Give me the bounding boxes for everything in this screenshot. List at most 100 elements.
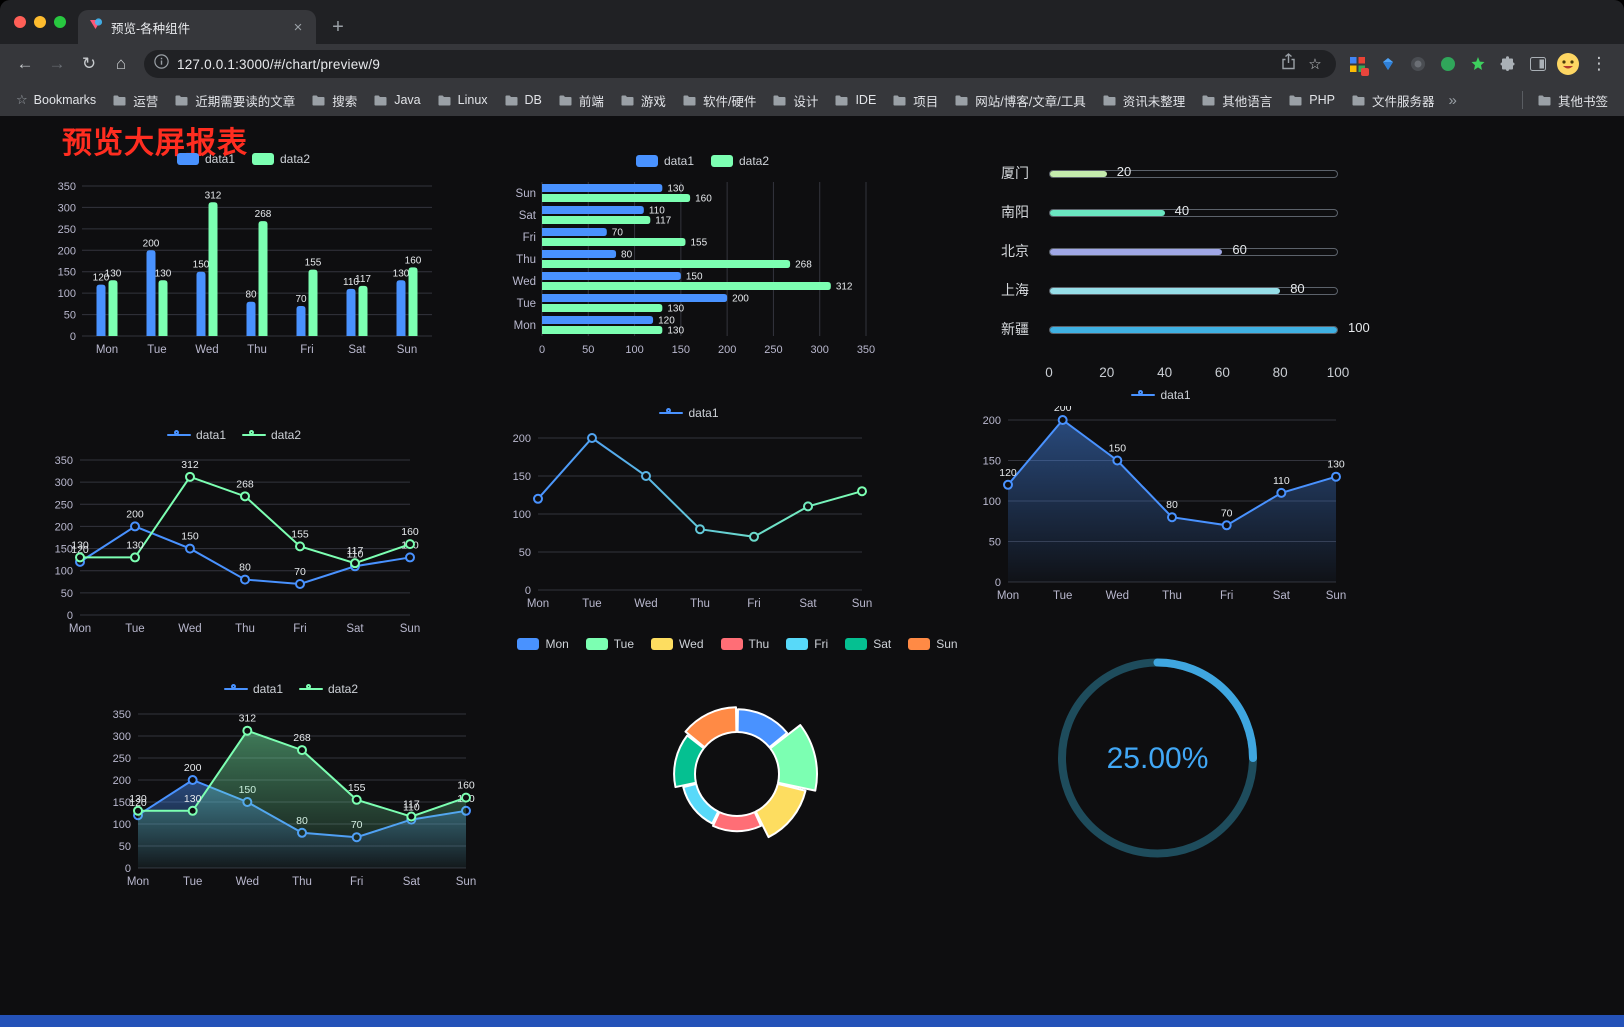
bookmark-item[interactable]: 资讯未整理	[1094, 88, 1194, 113]
progress-track	[1049, 170, 1338, 178]
close-window-button[interactable]	[14, 16, 26, 28]
svg-text:Wed: Wed	[513, 276, 536, 288]
extension-green-star-icon[interactable]	[1464, 51, 1491, 78]
legend-item[interactable]: Fri	[785, 637, 828, 651]
extension-green-circle-icon[interactable]	[1434, 51, 1461, 78]
bookmark-label: 网站/博客/文章/工具	[975, 94, 1086, 109]
bookmark-item[interactable]: 近期需要读的文章	[166, 88, 303, 113]
extensions-puzzle-icon[interactable]	[1494, 51, 1521, 78]
tab-close-icon[interactable]: ×	[293, 18, 303, 36]
side-panel-icon[interactable]	[1524, 51, 1551, 78]
svg-text:100: 100	[58, 288, 76, 300]
svg-text:350: 350	[857, 344, 875, 356]
reload-button[interactable]: ↻	[81, 54, 97, 73]
svg-text:200: 200	[718, 344, 736, 356]
svg-text:155: 155	[348, 782, 366, 794]
legend-item[interactable]: data1	[1131, 388, 1191, 402]
svg-text:Sun: Sun	[400, 623, 420, 635]
bookmark-item[interactable]: 网站/博客/文章/工具	[946, 88, 1093, 113]
svg-text:Fri: Fri	[350, 876, 363, 888]
home-button[interactable]: ⌂	[115, 54, 127, 73]
progress-track	[1049, 287, 1338, 295]
folder-icon	[773, 95, 786, 105]
bookmark-item[interactable]: 软件/硬件	[674, 88, 764, 113]
legend-item[interactable]: Thu	[720, 637, 769, 651]
legend-item[interactable]: Tue	[585, 637, 634, 651]
forward-button[interactable]: →	[48, 54, 66, 73]
progress-label: 厦门	[1001, 165, 1029, 181]
bookmarks-overflow-chevron[interactable]: »	[1448, 91, 1457, 109]
progress-label: 新疆	[1001, 321, 1029, 337]
extension-screenshot-icon[interactable]	[1344, 51, 1371, 78]
legend-item[interactable]: Wed	[650, 637, 704, 651]
maximize-window-button[interactable]	[54, 16, 66, 28]
chart-area-line: data1 0 50 100 150 200 Mon Tue Wed Thu Fri Sat Sun 12…	[972, 384, 1350, 606]
bookmark-item[interactable]: 游戏	[612, 88, 674, 113]
legend-item[interactable]: data1	[635, 154, 694, 168]
svg-text:300: 300	[811, 344, 829, 356]
svg-text:0: 0	[67, 610, 73, 622]
legend-item[interactable]: Sun	[907, 637, 958, 651]
legend-item[interactable]: Mon	[516, 637, 569, 651]
legend-item[interactable]: data2	[299, 682, 358, 696]
bookmark-item[interactable]: 项目	[884, 88, 946, 113]
svg-text:100: 100	[55, 566, 73, 578]
extension-gem-icon[interactable]	[1374, 51, 1401, 78]
share-icon[interactable]	[1281, 53, 1296, 75]
chart-legend: Mon Tue Wed Thu Fri Sat Sun	[517, 633, 958, 655]
svg-text:100: 100	[513, 509, 531, 521]
bookmark-item[interactable]: Java	[365, 90, 428, 110]
legend-item[interactable]: data1	[223, 682, 283, 696]
svg-text:300: 300	[55, 477, 73, 489]
bookmark-item[interactable]: DB	[496, 90, 550, 110]
svg-text:312: 312	[181, 459, 199, 471]
legend-item[interactable]: data1	[166, 428, 226, 442]
folder-icon	[559, 95, 572, 105]
progress-label: 北京	[1001, 243, 1029, 259]
svg-text:250: 250	[113, 753, 131, 765]
legend-item[interactable]: data1	[176, 152, 235, 166]
svg-text:200: 200	[1054, 406, 1072, 414]
other-bookmarks[interactable]: 其他书签	[1529, 88, 1616, 113]
profile-avatar[interactable]	[1554, 51, 1581, 78]
bookmarks-right-group: 其他书签	[1516, 88, 1616, 113]
folder-icon	[1289, 95, 1302, 105]
svg-text:0: 0	[995, 577, 1001, 589]
site-info-icon[interactable]	[154, 54, 169, 74]
browser-tab[interactable]: 预览-各种组件 ×	[78, 10, 316, 44]
new-tab-button[interactable]: +	[332, 15, 344, 38]
svg-text:130: 130	[184, 793, 202, 805]
svg-text:150: 150	[58, 267, 76, 279]
chart-legend: data1 data2	[102, 678, 480, 700]
bookmark-item[interactable]: 文件服务器	[1343, 88, 1443, 113]
legend-item[interactable]: data2	[242, 428, 301, 442]
chart-rose-pie: Mon Tue Wed Thu Fri Sat Sun	[517, 633, 958, 885]
back-button[interactable]: ←	[16, 54, 34, 73]
svg-text:Fri: Fri	[300, 344, 313, 356]
legend-item[interactable]: data1	[659, 406, 719, 420]
svg-text:120: 120	[999, 467, 1017, 479]
svg-text:350: 350	[113, 709, 131, 721]
svg-text:130: 130	[105, 268, 122, 279]
page-title: 预览大屏报表	[62, 127, 248, 160]
legend-item[interactable]: data2	[710, 154, 769, 168]
bookmark-item[interactable]: IDE	[826, 90, 884, 110]
legend-item[interactable]: data2	[251, 152, 310, 166]
bookmark-star-icon[interactable]: ☆	[1308, 56, 1322, 73]
extension-dark-circle-icon[interactable]	[1404, 51, 1431, 78]
menu-icon[interactable]: ⋮	[1590, 54, 1608, 73]
bookmark-item[interactable]: 其他语言	[1193, 88, 1280, 113]
bookmark-item[interactable]: 前端	[550, 88, 612, 113]
address-bar[interactable]: 127.0.0.1:3000/#/chart/preview/9 ☆	[144, 50, 1336, 78]
bookmark-item-bookmarks[interactable]: ☆ Bookmarks	[8, 89, 104, 111]
bookmark-item[interactable]: PHP	[1280, 90, 1343, 110]
svg-text:Wed: Wed	[634, 598, 657, 610]
minimize-window-button[interactable]	[34, 16, 46, 28]
bookmark-item[interactable]: 运营	[104, 88, 166, 113]
bookmark-item[interactable]: 搜索	[303, 88, 365, 113]
progress-row: 南阳 40	[993, 201, 1368, 225]
legend-item[interactable]: Sat	[844, 637, 891, 651]
bookmark-item[interactable]: Linux	[429, 90, 496, 110]
progress-track	[1049, 326, 1338, 334]
bookmark-item[interactable]: 设计	[764, 88, 826, 113]
